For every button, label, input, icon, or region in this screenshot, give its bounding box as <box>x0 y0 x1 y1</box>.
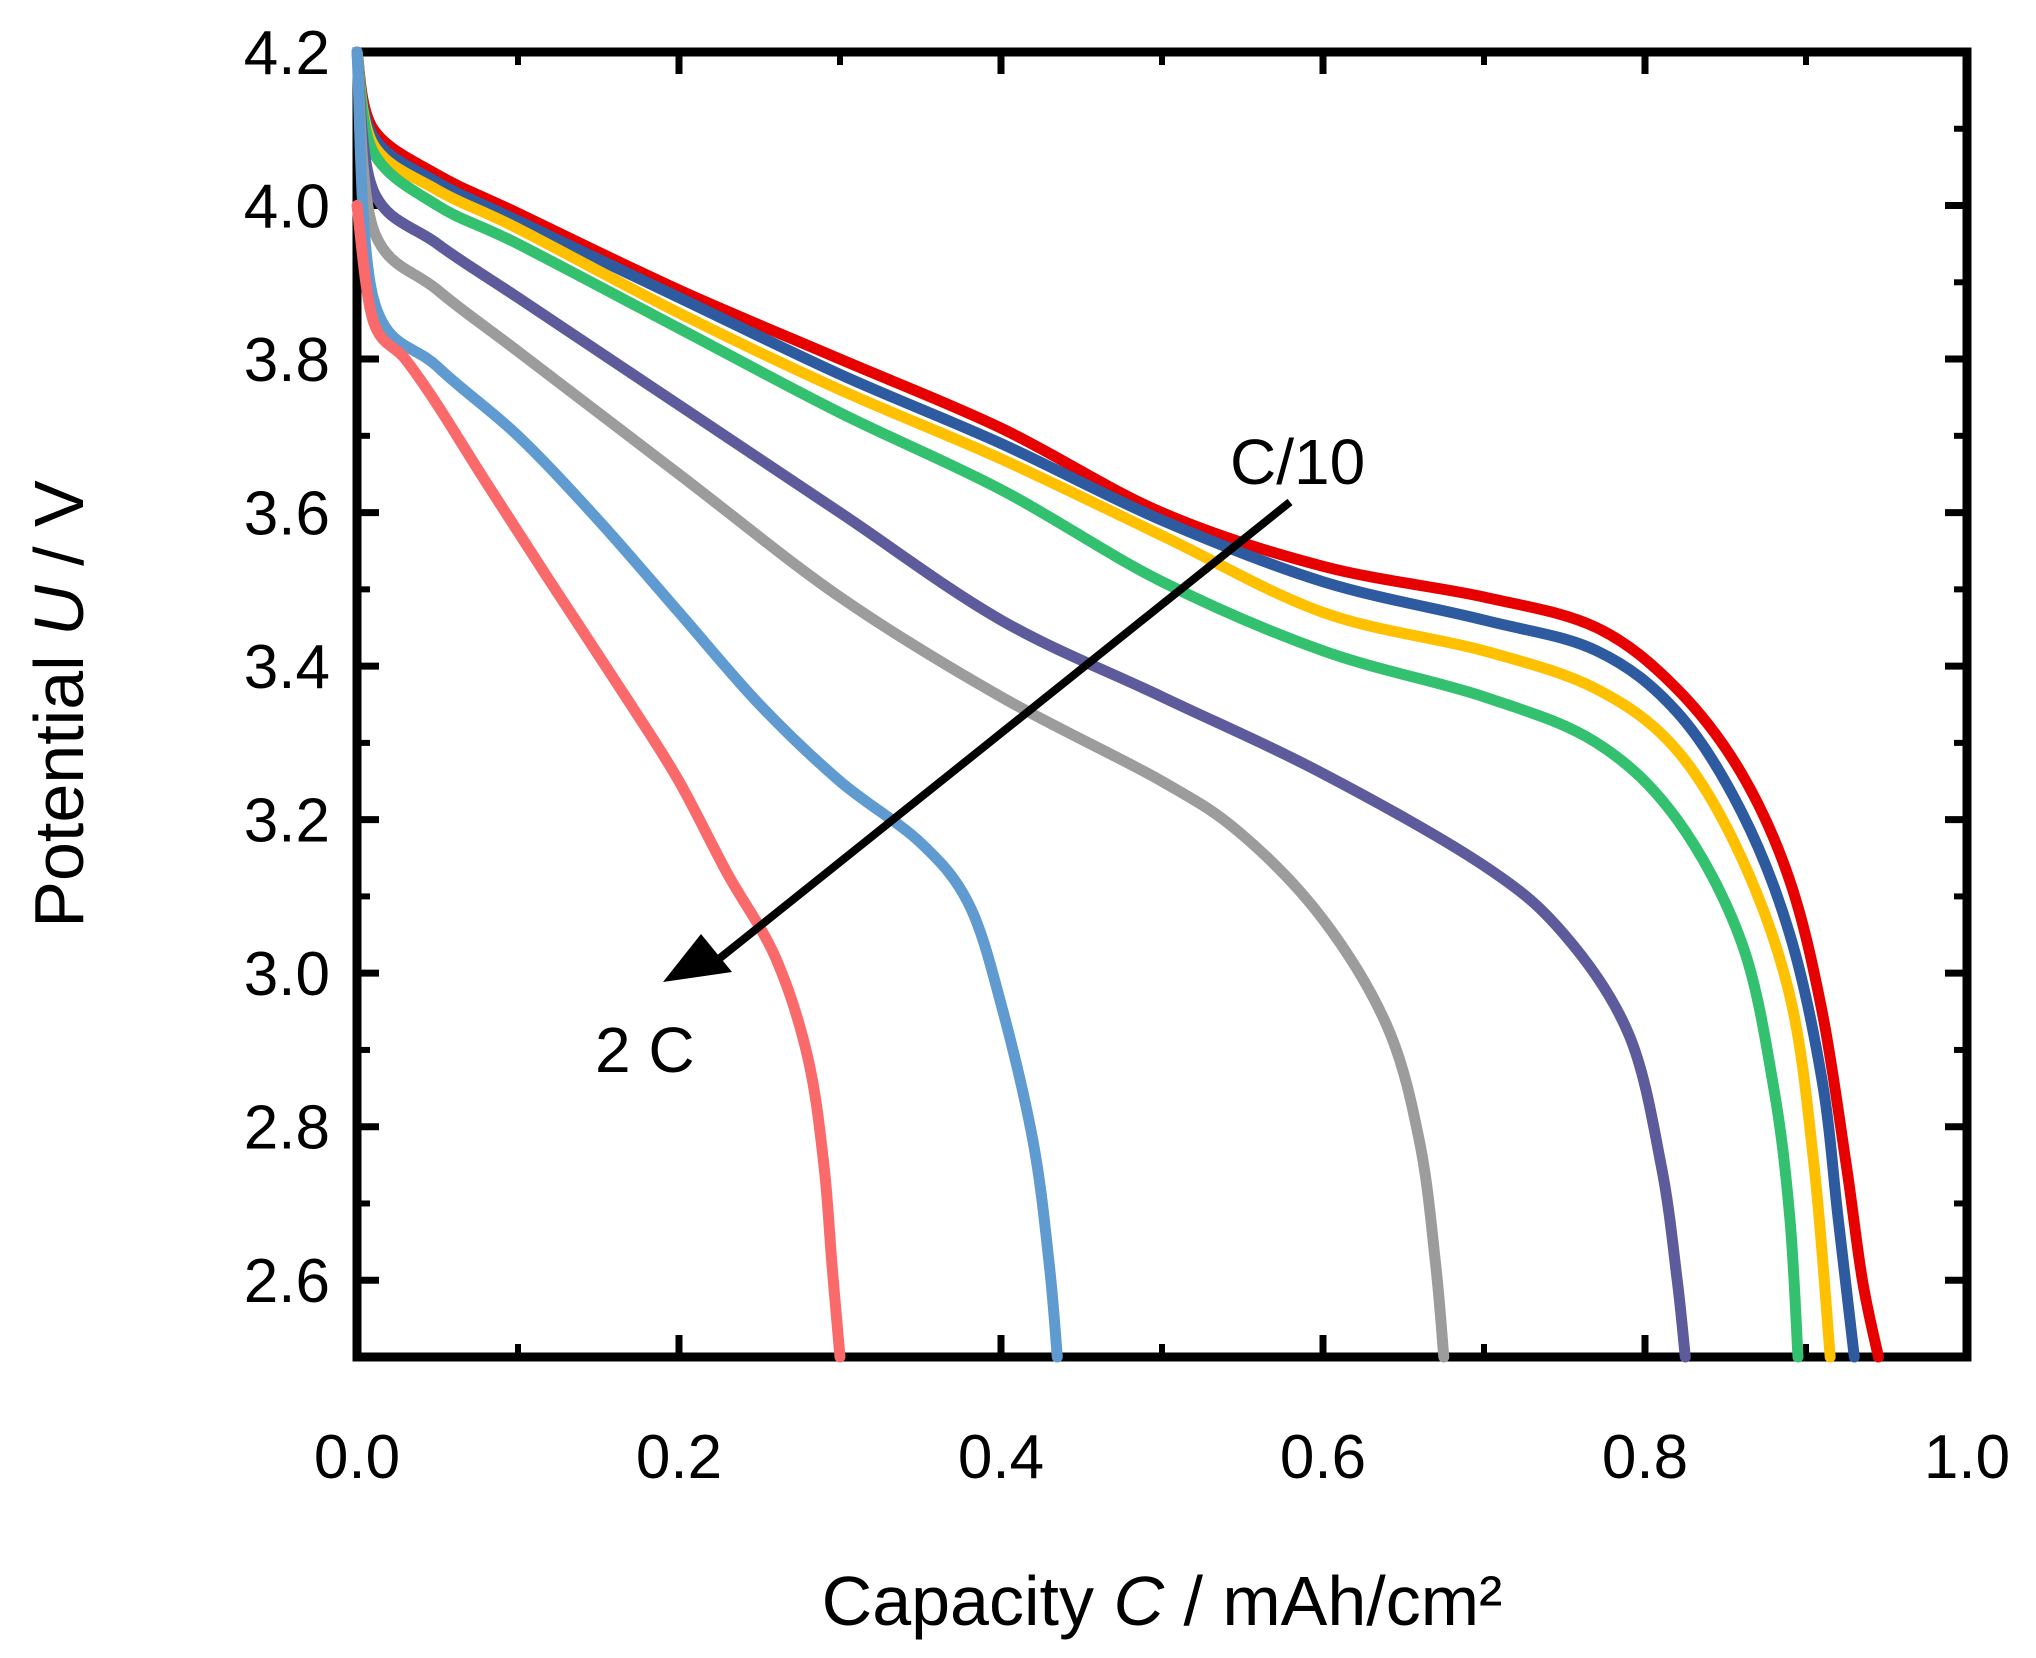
y-tick-labels: 2.6 2.8 3.0 3.2 3.4 3.6 3.8 4.0 4.2 <box>244 19 330 1316</box>
x-tick-label: 0.0 <box>314 1423 400 1492</box>
x-tick-label: 0.6 <box>1280 1423 1366 1492</box>
x-tick-label: 0.8 <box>1602 1423 1688 1492</box>
annotation-start-rate: C/10 <box>1230 426 1365 498</box>
x-tick-labels: 0.0 0.2 0.4 0.6 0.8 1.0 <box>314 1423 2010 1492</box>
y-tick-label: 3.6 <box>244 480 330 549</box>
series-line-7 <box>351 46 1063 1363</box>
annotation-end-rate: 2 C <box>595 1014 695 1086</box>
series-line-1 <box>351 46 1884 1363</box>
series-line-5 <box>351 46 1691 1363</box>
series-lines <box>351 46 1884 1363</box>
axis-ticks <box>353 48 1971 1357</box>
series-line-8 <box>351 200 846 1363</box>
y-tick-label: 2.8 <box>244 1094 330 1163</box>
series-line-6 <box>351 46 1450 1363</box>
trend-arrow-shaft <box>702 498 1293 974</box>
y-tick-label: 3.0 <box>244 940 330 1009</box>
y-tick-label: 3.2 <box>244 787 330 856</box>
y-tick-label: 3.4 <box>244 633 330 702</box>
y-tick-label: 2.6 <box>244 1247 330 1316</box>
series-line-3 <box>351 46 1836 1363</box>
series-line-2 <box>351 46 1860 1363</box>
x-tick-label: 0.2 <box>636 1423 722 1492</box>
x-axis-title: Capacity C / mAh/cm² <box>822 1562 1503 1640</box>
y-tick-label: 3.8 <box>244 326 330 395</box>
y-tick-label: 4.2 <box>244 19 330 88</box>
y-axis-title: Potential U / V <box>20 480 98 928</box>
x-tick-label: 1.0 <box>1924 1423 2010 1492</box>
x-tick-label: 0.4 <box>958 1423 1044 1492</box>
series-line-4 <box>351 46 1804 1363</box>
trend-arrow-head <box>663 934 732 982</box>
y-tick-label: 4.0 <box>244 173 330 242</box>
